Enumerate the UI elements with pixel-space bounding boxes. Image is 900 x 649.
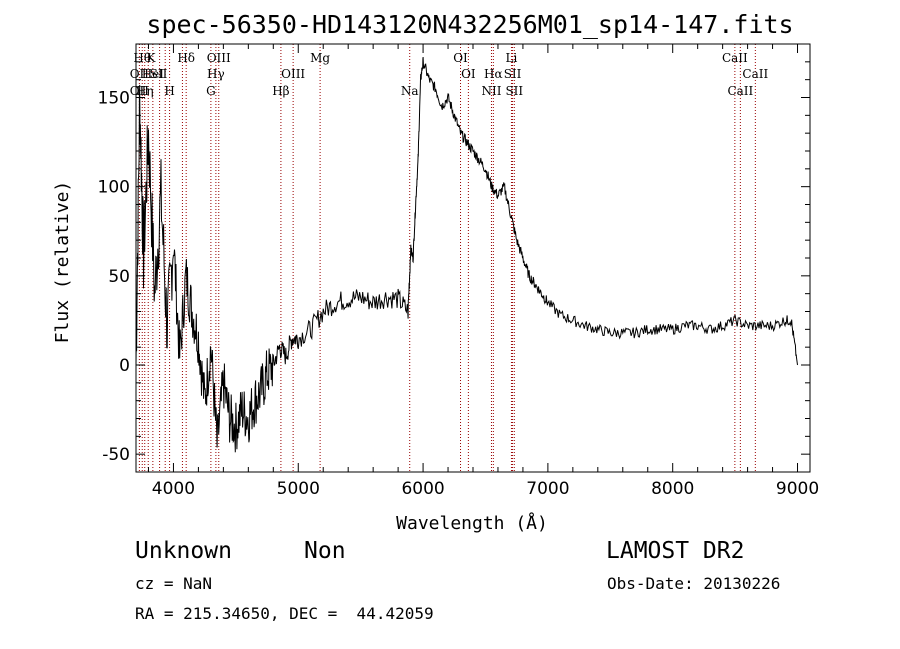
x-axis-ticks: 4000 5000 6000 7000 8000 9000: [147, 44, 819, 499]
obs-date-text: Obs-Date: 20130226: [607, 574, 781, 593]
x-tick-label: 7000: [526, 479, 569, 499]
chart-title: spec-56350-HD143120N432256M01_sp14-147.f…: [146, 10, 793, 39]
spectral-line-label: Hγ: [207, 67, 225, 81]
class-text: Unknown: [135, 538, 232, 564]
spectral-line-label: Hη: [136, 84, 154, 98]
spectral-line-label: Hβ: [272, 84, 289, 98]
subclass-text: Non: [304, 538, 346, 564]
spectral-line-label: Li: [506, 51, 518, 65]
coords-text: RA = 215.34650, DEC = 44.42059: [135, 604, 434, 623]
spectral-line-label: Hα: [484, 67, 503, 81]
spectral-line-label: OII: [130, 67, 150, 81]
cz-text: cz = NaN: [135, 574, 213, 593]
y-axis-label: Flux (relative): [52, 181, 73, 344]
spectral-line-label: G: [206, 84, 216, 98]
x-axis-label: Wavelength (Å): [396, 512, 548, 534]
spectral-line-label: OIII: [281, 67, 305, 81]
spectral-line-label: OI: [461, 67, 476, 81]
spectral-line-label: SII: [505, 84, 523, 98]
spectral-line-label: Mg: [310, 51, 330, 65]
x-tick-label: 5000: [277, 479, 320, 499]
spectral-line-label: NII: [481, 84, 501, 98]
x-tick-label: 4000: [152, 479, 195, 499]
y-tick-label: 150: [98, 89, 130, 109]
spectrum-line: [135, 56, 798, 453]
y-tick-label: 100: [98, 178, 130, 198]
spectral-line-label: CaII: [727, 84, 753, 98]
y-tick-label: 0: [119, 356, 130, 376]
y-axis-ticks: -50 0 50 100 150: [98, 43, 810, 473]
spectral-line-label: CaII: [742, 67, 768, 81]
spectral-line-label: SII: [150, 67, 168, 81]
spectral-line-label: CaII: [722, 51, 748, 65]
spectral-line-label: H: [164, 84, 174, 98]
x-tick-label: 6000: [401, 479, 444, 499]
x-tick-label: 8000: [651, 479, 694, 499]
spectral-line-label: HeI: [142, 67, 165, 81]
survey-text: LAMOST DR2: [606, 538, 745, 564]
spectral-line-label: OI: [453, 51, 468, 65]
x-tick-label: 9000: [776, 479, 819, 499]
plot-frame: [135, 43, 811, 473]
spectral-line-label: Hδ: [177, 51, 195, 65]
spectral-line-label: K: [146, 51, 156, 65]
y-tick-label: -50: [102, 445, 130, 465]
y-tick-label: 50: [108, 267, 130, 287]
spectral-line-label: Na: [401, 84, 419, 98]
spectral-line-label: SII: [504, 67, 522, 81]
spectral-line-label: OIII: [207, 51, 231, 65]
